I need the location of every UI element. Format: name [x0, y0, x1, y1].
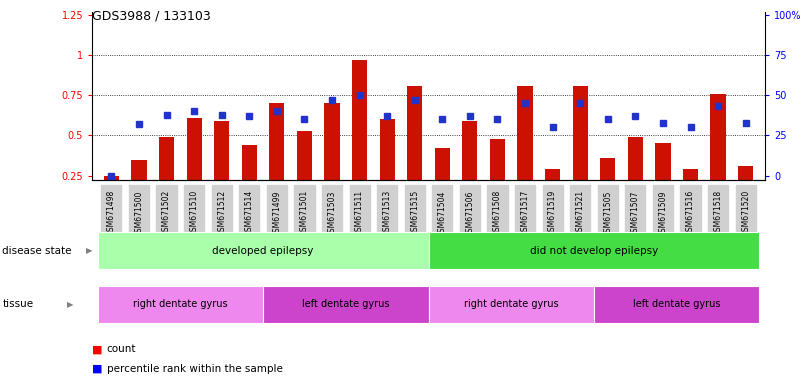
Text: ■: ■ [92, 364, 103, 374]
Bar [407, 86, 422, 216]
Text: tissue: tissue [2, 299, 34, 310]
Bar [628, 137, 643, 216]
Text: ■: ■ [92, 344, 103, 354]
Text: ▶: ▶ [86, 246, 92, 255]
Bar [655, 144, 670, 216]
Bar [490, 139, 505, 216]
Text: right dentate gyrus: right dentate gyrus [133, 299, 227, 310]
Text: GDS3988 / 133103: GDS3988 / 133103 [92, 10, 211, 23]
Bar [131, 160, 147, 216]
Text: left dentate gyrus: left dentate gyrus [302, 299, 389, 310]
Text: percentile rank within the sample: percentile rank within the sample [107, 364, 283, 374]
Text: left dentate gyrus: left dentate gyrus [633, 299, 720, 310]
Bar [462, 121, 477, 216]
Bar [104, 175, 119, 216]
Text: developed epilepsy: developed epilepsy [212, 245, 314, 256]
Bar [573, 86, 588, 216]
Text: did not develop epilepsy: did not develop epilepsy [530, 245, 658, 256]
Bar [380, 119, 395, 216]
Bar [159, 137, 174, 216]
Text: disease state: disease state [2, 245, 72, 256]
Bar [324, 103, 340, 216]
Bar [187, 118, 202, 216]
Bar [683, 169, 698, 216]
Bar [435, 148, 450, 216]
Bar [269, 103, 284, 216]
Bar [545, 169, 560, 216]
Bar [710, 94, 726, 216]
Text: count: count [107, 344, 136, 354]
Bar [517, 86, 533, 216]
Text: ▶: ▶ [66, 300, 73, 309]
Bar [352, 60, 367, 216]
Bar [297, 131, 312, 216]
Bar [214, 121, 229, 216]
Bar [738, 166, 753, 216]
Bar [600, 158, 615, 216]
Bar [242, 145, 257, 216]
Text: right dentate gyrus: right dentate gyrus [464, 299, 558, 310]
